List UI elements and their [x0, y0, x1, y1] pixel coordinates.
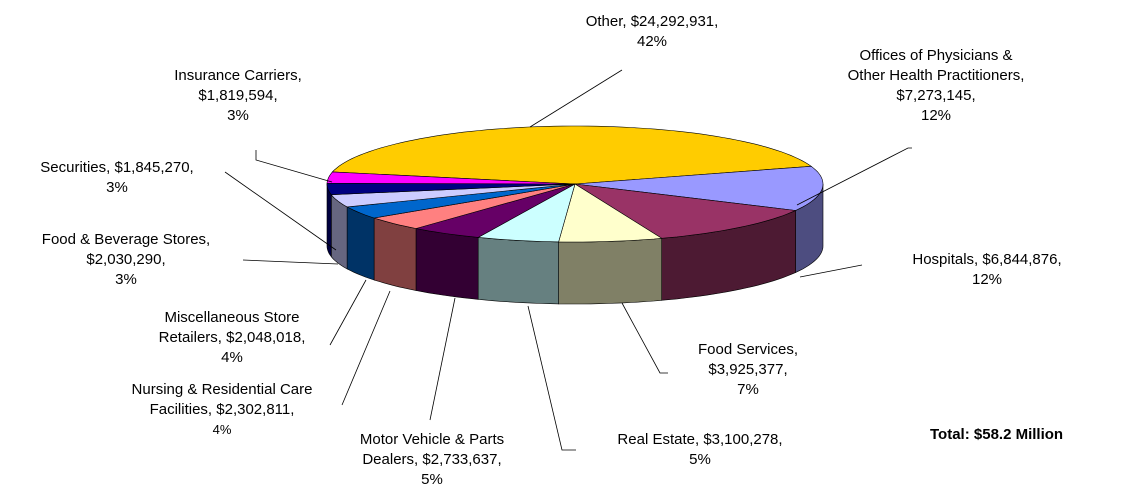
slice-label: Hospitals, $6,844,876, 12% [912, 250, 1061, 290]
value-label: $2,048,018, [226, 329, 306, 346]
slice-side [558, 237, 662, 305]
category-label: Miscellaneous Store Retailers, [158, 309, 300, 346]
category-label: Offices of Physicians & Other Health Pra… [847, 47, 1025, 84]
slice-label: Other, $24,292,931, 42% [586, 12, 719, 52]
total-annotation: Total: $58.2 Million [930, 426, 1064, 443]
category-label: Food Services, [697, 341, 799, 358]
leader-line [527, 305, 576, 451]
slice-label: Nursing & Residential Care Facilities, $… [132, 380, 313, 440]
value-label: $2,733,637, [422, 451, 502, 468]
category-label: Securities, [40, 159, 111, 176]
percent-label: 42% [636, 33, 668, 50]
slice [331, 125, 813, 185]
leader-line [799, 264, 863, 278]
leader-line [429, 297, 456, 421]
percent-label: 3% [106, 179, 128, 196]
percent-label: 4% [221, 349, 243, 366]
percent-label: 12% [920, 107, 952, 124]
value-label: $24,292,931, [630, 13, 719, 30]
percent-label: 3% [115, 271, 137, 288]
leader-line [224, 171, 337, 251]
percent-label: 5% [421, 471, 443, 488]
category-label: Motor Vehicle & Parts Dealers, [359, 431, 505, 468]
slice-label: Securities, $1,845,270, 3% [40, 158, 193, 198]
percent-label: 5% [689, 451, 711, 468]
leader-line [341, 290, 391, 406]
slice [477, 183, 576, 243]
slice-label: Real Estate, $3,100,278, 5% [617, 430, 782, 470]
slice [326, 182, 576, 196]
percent-label: 7% [737, 381, 759, 398]
slice [374, 183, 576, 229]
slice-side [477, 237, 559, 305]
slice [330, 183, 576, 208]
slice-label: Miscellaneous Store Retailers, $2,048,01… [159, 308, 306, 368]
slice [574, 165, 824, 211]
value-label: $2,302,811, [216, 401, 295, 418]
value-label: $7,273,145, [896, 87, 976, 104]
leader-line [329, 279, 367, 346]
leader-line [529, 69, 623, 128]
percent-label: 12% [971, 271, 1003, 288]
slice-label: Motor Vehicle & Parts Dealers, $2,733,63… [360, 430, 504, 490]
category-label: Nursing & Residential Care Facilities, [131, 381, 313, 418]
slice-label: Food Services, $3,925,377, 7% [698, 340, 798, 400]
slice-label: Insurance Carriers, $1,819,594, 3% [174, 66, 302, 126]
leader-line [621, 302, 668, 374]
category-label: Hospitals, [912, 251, 979, 268]
value-label: $1,819,594, [198, 87, 278, 104]
value-label: $3,100,278, [703, 431, 783, 448]
slice [558, 183, 663, 243]
category-label: Other, [585, 13, 627, 30]
slice-label: Offices of Physicians & Other Health Pra… [848, 46, 1025, 126]
slice [326, 171, 576, 185]
value-label: $1,845,270, [114, 159, 194, 176]
leader-line [255, 150, 333, 183]
slice-side [346, 206, 375, 281]
percent-label: 4% [212, 422, 232, 437]
category-label: Real Estate, [617, 431, 700, 448]
slice [415, 183, 576, 238]
category-label: Insurance Carriers, [174, 67, 302, 84]
category-label: Food & Beverage Stores, [41, 231, 211, 248]
value-label: $3,925,377, [708, 361, 788, 378]
slice-side [373, 217, 417, 291]
leader-line [796, 147, 912, 206]
slice [346, 183, 576, 219]
value-label: $6,844,876, [982, 251, 1062, 268]
leader-line [242, 259, 339, 265]
slice-label: Food & Beverage Stores, $2,030,290, 3% [42, 230, 210, 290]
slice [574, 183, 797, 239]
slice-side [415, 228, 479, 300]
value-label: $2,030,290, [86, 251, 166, 268]
percent-label: 3% [227, 107, 249, 124]
